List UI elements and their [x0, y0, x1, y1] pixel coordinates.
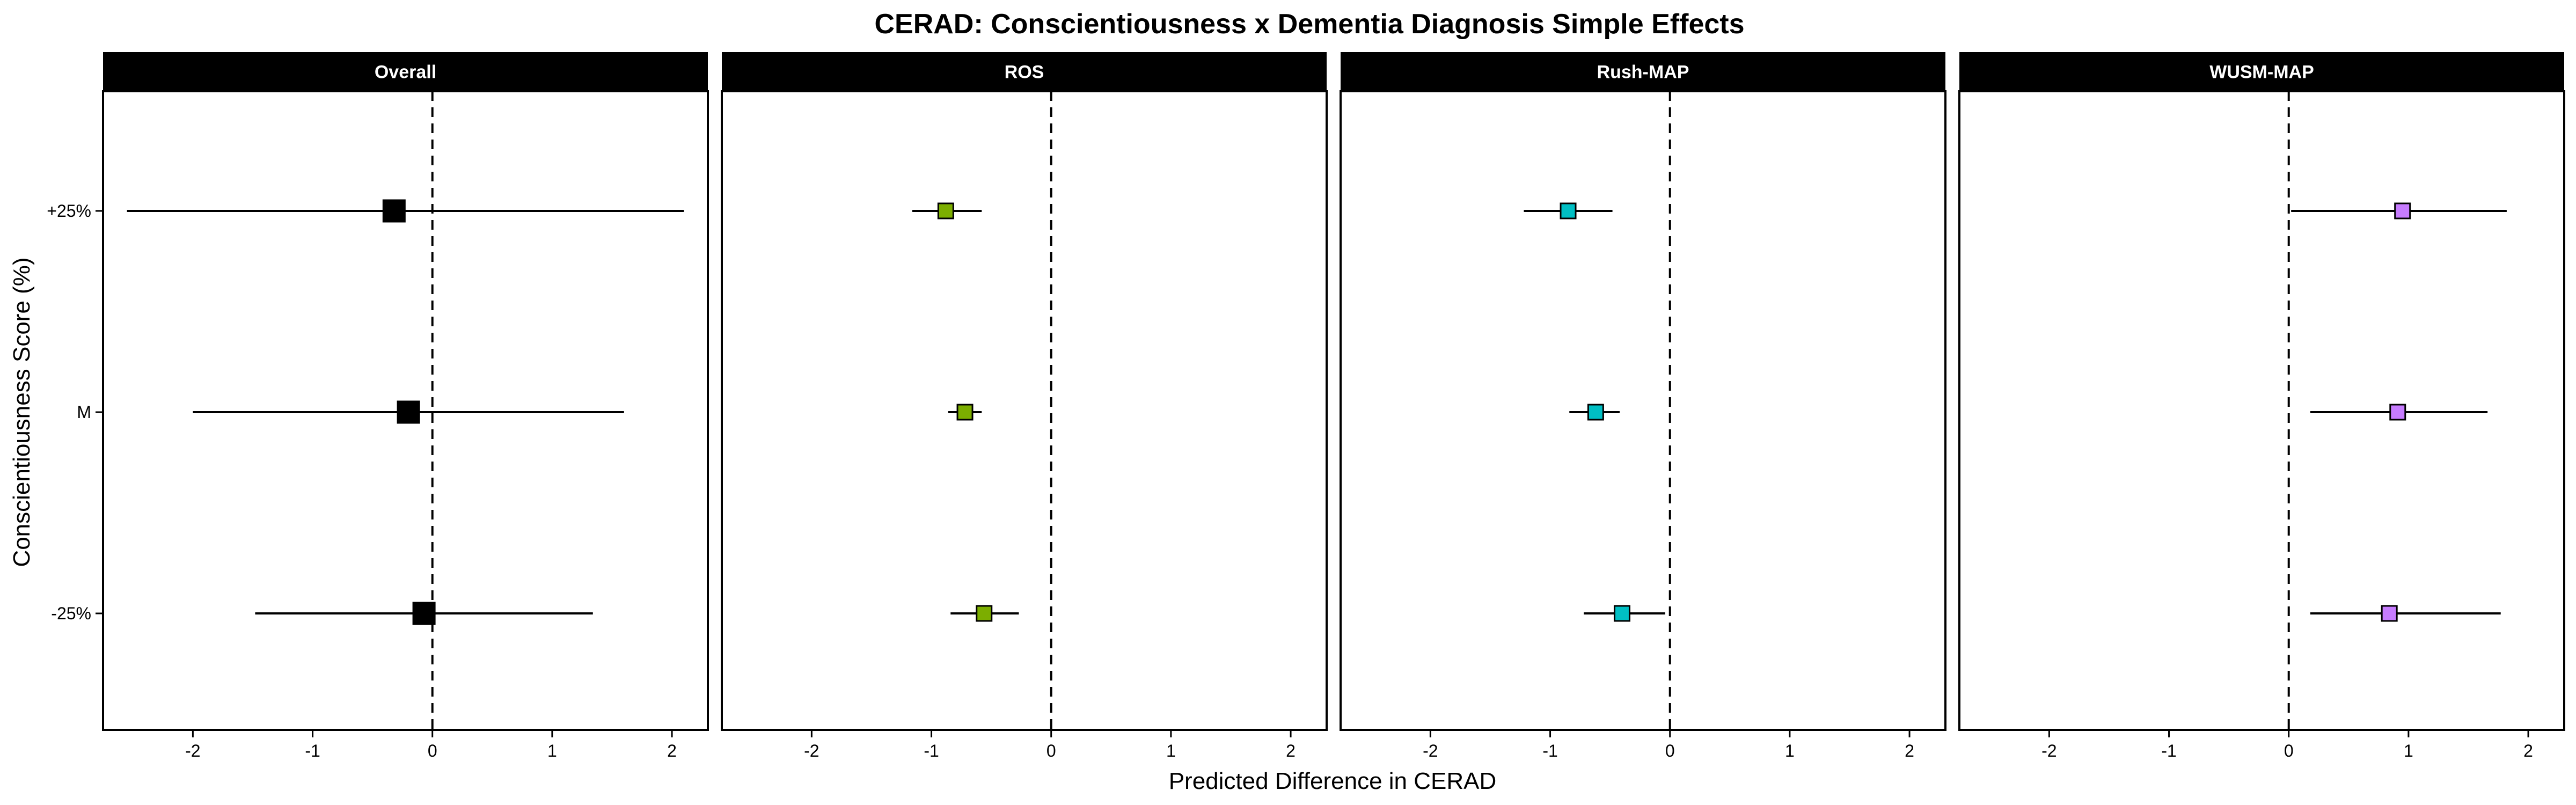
- x-tick-label: 0: [428, 741, 437, 760]
- panel-plot-area: [721, 90, 1328, 731]
- panel-strip-label: WUSM-MAP: [2209, 62, 2314, 83]
- point-estimate-marker: [397, 400, 420, 424]
- point-estimate-marker: [2389, 404, 2406, 421]
- point-estimate-marker: [956, 404, 974, 421]
- point-estimate-marker: [1613, 605, 1630, 622]
- y-tick-label: +25%: [47, 201, 91, 221]
- x-tick-label: 2: [2523, 741, 2533, 760]
- x-tick-label: -1: [1542, 741, 1557, 760]
- y-tick-label: M: [77, 402, 91, 422]
- x-tick-label: -1: [2161, 741, 2176, 760]
- point-estimate-marker: [412, 602, 436, 625]
- x-tick-label: -2: [1423, 741, 1438, 760]
- point-estimate-marker: [2381, 605, 2398, 622]
- point-estimate-marker: [382, 199, 406, 223]
- x-tick-label: 1: [1166, 741, 1176, 760]
- point-estimate-marker: [1587, 404, 1604, 421]
- panel-wusm-map: WUSM-MAP -2 -1 0 1 2: [1958, 52, 2565, 760]
- point-estimate-marker: [2394, 202, 2411, 219]
- panel-overall: Overall -2 -1 0 1 2: [102, 52, 709, 760]
- x-tick-label: 2: [1286, 741, 1296, 760]
- x-tick-label: 0: [2284, 741, 2294, 760]
- x-tick-label: 0: [1046, 741, 1056, 760]
- x-tick-label: 2: [667, 741, 677, 760]
- x-tick-label: 1: [1785, 741, 1795, 760]
- y-tick-label: -25%: [51, 604, 91, 623]
- y-axis-title: Conscientiousness Score (%): [9, 257, 35, 567]
- panel-rush-map: Rush-MAP -2 -1 0 1 2: [1340, 52, 1946, 760]
- panel-ros: ROS -2 -1 0 1 2: [721, 52, 1328, 760]
- panel-strip: [103, 52, 708, 91]
- point-estimate-marker: [1560, 202, 1577, 219]
- x-tick-label: 1: [2404, 741, 2413, 760]
- panel-strip: [1341, 52, 1945, 91]
- panel-strip-label: ROS: [1005, 62, 1044, 83]
- x-tick-label: 1: [547, 741, 557, 760]
- point-estimate-marker: [976, 605, 993, 622]
- point-estimate-marker: [937, 202, 954, 219]
- x-axis-title: Predicted Difference in CERAD: [1169, 768, 1497, 794]
- x-tick-label: 0: [1665, 741, 1675, 760]
- panel-plot-area: [1958, 90, 2565, 731]
- panel-strip-label: Overall: [375, 62, 436, 83]
- panel-strip-label: Rush-MAP: [1597, 62, 1689, 83]
- x-tick-label: -1: [305, 741, 320, 760]
- chart-title: CERAD: Conscientiousness x Dementia Diag…: [874, 9, 1744, 40]
- x-tick-label: -2: [804, 741, 819, 760]
- panel-strip: [1959, 52, 2564, 91]
- x-tick-label: -2: [185, 741, 200, 760]
- x-tick-label: -1: [924, 741, 939, 760]
- x-tick-label: 2: [1905, 741, 1914, 760]
- panel-strip: [722, 52, 1327, 91]
- x-tick-label: -2: [2041, 741, 2057, 760]
- panel-plot-area: [1340, 90, 1946, 731]
